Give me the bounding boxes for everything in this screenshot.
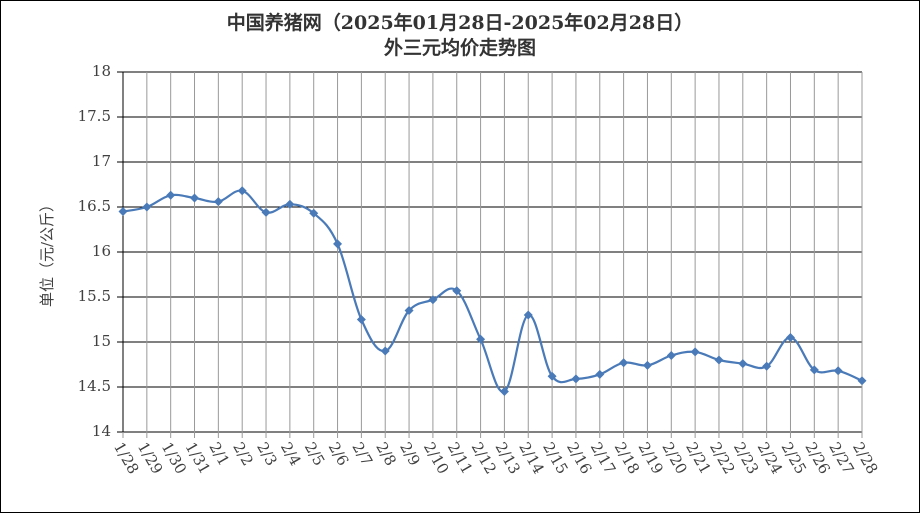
- y-tick-label: 14: [92, 422, 111, 440]
- y-tick-label: 18: [92, 62, 111, 80]
- y-tick-label: 15.5: [78, 287, 111, 305]
- point-marker: [118, 207, 128, 216]
- point-marker: [547, 371, 557, 381]
- point-marker: [404, 306, 414, 315]
- series-line: [122, 189, 863, 393]
- point-marker: [142, 202, 152, 212]
- chart-title: 中国养猪网（2025年01月28日-2025年02月28日）: [227, 11, 693, 34]
- point-marker: [309, 208, 319, 218]
- point-marker: [690, 347, 700, 357]
- point-marker: [642, 360, 652, 370]
- point-marker: [261, 207, 271, 217]
- y-tick-label: 15: [92, 332, 111, 350]
- point-marker: [738, 359, 748, 369]
- point-marker: [237, 186, 247, 196]
- chart-subtitle: 外三元均价走势图: [384, 36, 536, 59]
- point-marker: [666, 351, 676, 360]
- point-marker: [762, 361, 772, 371]
- point-marker: [476, 334, 486, 344]
- point-marker: [190, 193, 200, 203]
- point-marker: [833, 366, 843, 376]
- y-tick-label: 17: [92, 152, 111, 170]
- y-tick-label: 17.5: [78, 107, 111, 125]
- point-marker: [380, 346, 390, 356]
- point-marker: [595, 369, 605, 379]
- y-tick-label: 14.5: [78, 377, 111, 395]
- y-tick-label: 16.5: [78, 197, 111, 215]
- point-marker: [166, 190, 176, 200]
- point-marker: [523, 310, 533, 320]
- point-marker: [809, 365, 819, 375]
- point-marker: [213, 197, 223, 207]
- y-tick-label: 16: [92, 242, 111, 260]
- point-marker: [714, 355, 724, 365]
- point-marker: [857, 376, 867, 386]
- point-marker: [285, 199, 295, 209]
- y-axis-title: 单位（元/公斤）: [38, 197, 56, 307]
- point-marker: [356, 315, 366, 324]
- point-marker: [619, 358, 629, 368]
- point-marker: [452, 286, 462, 296]
- point-marker: [785, 333, 795, 342]
- point-marker: [333, 239, 343, 249]
- point-marker: [499, 387, 509, 396]
- point-marker: [571, 374, 581, 384]
- point-marker: [428, 295, 438, 305]
